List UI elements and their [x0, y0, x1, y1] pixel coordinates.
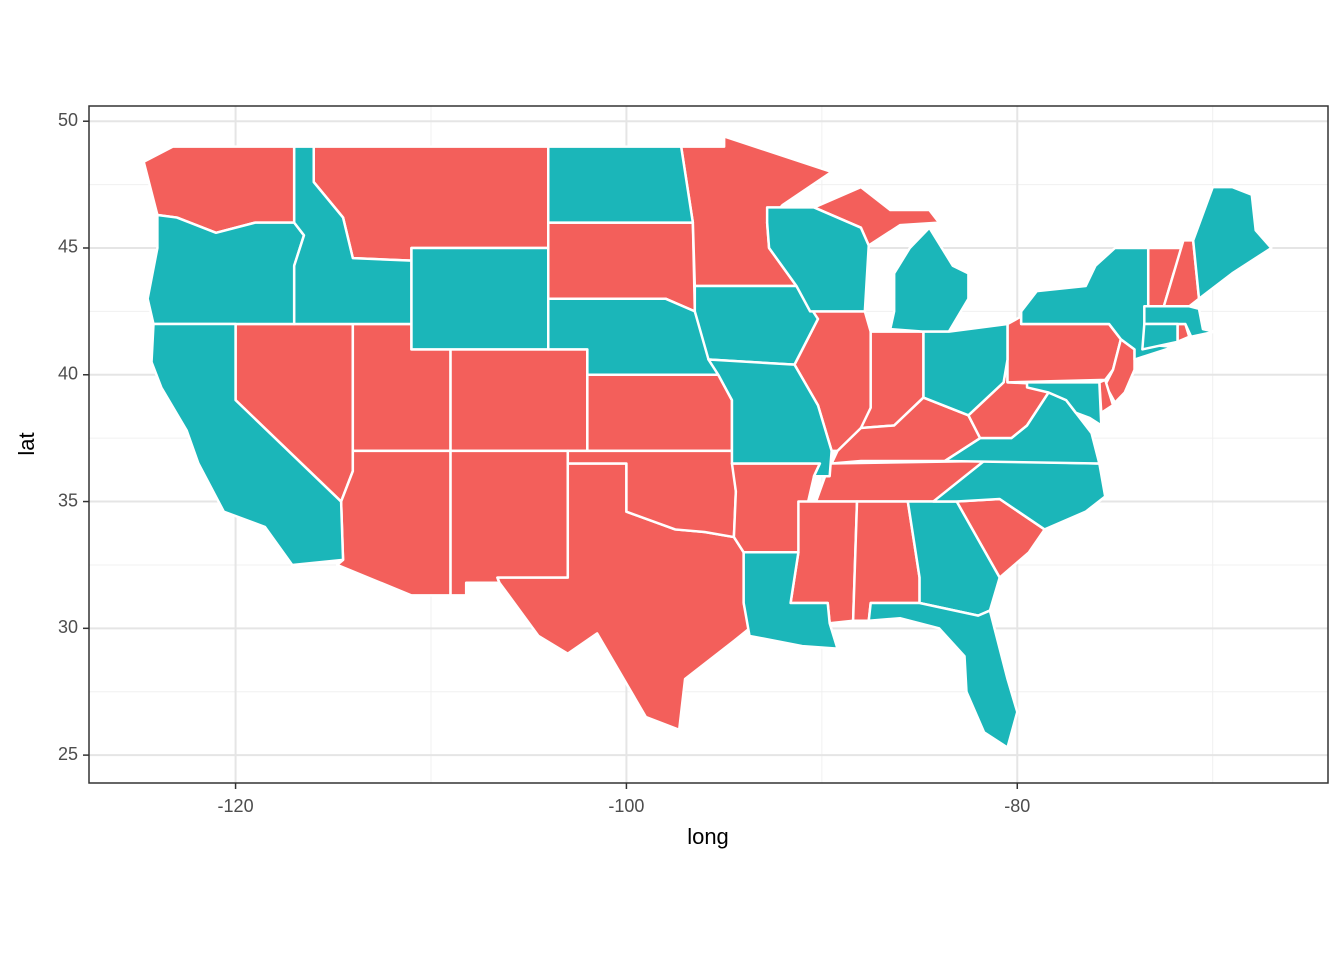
state-region — [1141, 322, 1179, 351]
y-tick-label: 40 — [58, 364, 78, 384]
state-region — [146, 213, 306, 326]
y-tick-label: 35 — [58, 490, 78, 510]
x-tick-label: -80 — [1004, 796, 1030, 816]
state-region — [410, 246, 550, 351]
state-region — [1191, 185, 1273, 300]
y-axis-title: lat — [14, 432, 39, 455]
y-tick-label: 45 — [58, 237, 78, 257]
state-region — [765, 206, 870, 313]
state-region — [150, 322, 345, 567]
state-region — [1006, 315, 1123, 384]
state-region — [547, 145, 695, 224]
state-region — [922, 322, 1009, 417]
y-tick-label: 30 — [58, 617, 78, 637]
state-region — [449, 348, 589, 453]
state-region — [742, 551, 839, 650]
state-region — [707, 358, 833, 478]
state-region — [586, 373, 734, 453]
x-tick-label: -120 — [218, 796, 254, 816]
state-region — [547, 297, 720, 377]
x-axis-title: long — [687, 824, 729, 849]
y-tick-label: 50 — [58, 110, 78, 130]
x-tick-label: -100 — [608, 796, 644, 816]
state-region — [867, 601, 1019, 749]
state-region — [449, 449, 570, 597]
panel-border — [88, 105, 1329, 784]
state-region — [1025, 381, 1103, 427]
y-tick-label: 25 — [58, 744, 78, 764]
state-region — [693, 284, 820, 366]
